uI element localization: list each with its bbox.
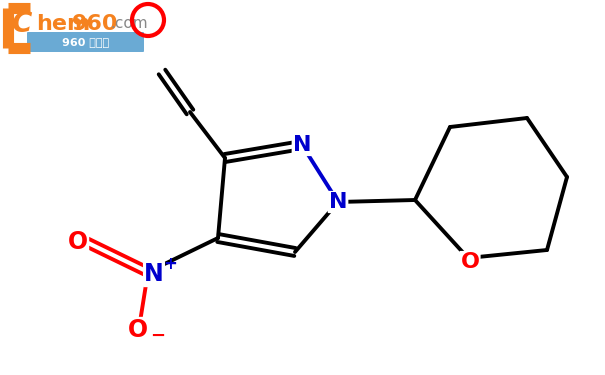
Text: N: N xyxy=(293,135,311,155)
Text: N: N xyxy=(329,192,347,212)
Text: .com: .com xyxy=(110,16,148,32)
Text: O: O xyxy=(460,252,480,272)
Text: 960 化工网: 960 化工网 xyxy=(62,37,110,47)
Text: N: N xyxy=(144,262,164,286)
Text: C: C xyxy=(12,10,32,38)
Text: hem: hem xyxy=(36,14,90,34)
Text: O: O xyxy=(128,318,148,342)
FancyBboxPatch shape xyxy=(27,32,144,52)
Text: O: O xyxy=(68,230,88,254)
Text: −: − xyxy=(151,327,166,345)
Text: 960: 960 xyxy=(72,14,119,34)
Text: +: + xyxy=(163,255,177,273)
